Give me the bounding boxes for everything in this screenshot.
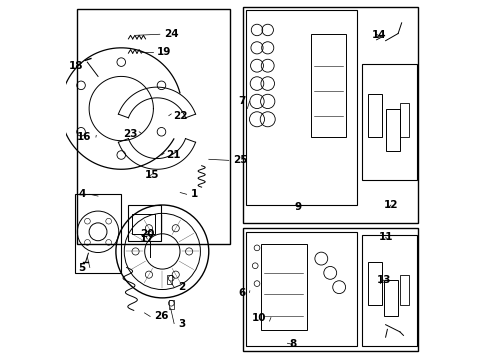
Bar	[399, 275, 408, 305]
Text: 17: 17	[140, 234, 154, 244]
Text: 13: 13	[376, 275, 390, 285]
Bar	[260, 244, 306, 330]
Text: 18: 18	[69, 61, 83, 71]
Bar	[383, 280, 397, 316]
Text: 7: 7	[237, 96, 244, 107]
Bar	[385, 109, 399, 152]
Text: 16: 16	[77, 132, 91, 142]
Text: 23: 23	[122, 129, 137, 139]
Text: 11: 11	[378, 232, 392, 242]
Bar	[169, 300, 174, 309]
Text: 3: 3	[178, 319, 185, 329]
Bar	[362, 235, 416, 346]
Bar	[367, 262, 381, 305]
Bar	[77, 9, 230, 244]
Bar	[246, 10, 356, 205]
Text: 1: 1	[190, 189, 198, 199]
Text: 26: 26	[154, 311, 169, 321]
Text: 14: 14	[371, 30, 386, 40]
Text: 21: 21	[165, 150, 180, 160]
Text: 4: 4	[78, 189, 85, 199]
Bar	[75, 194, 121, 273]
Text: 9: 9	[294, 202, 301, 212]
Text: 15: 15	[144, 170, 159, 180]
Bar	[166, 275, 171, 284]
Bar	[399, 103, 408, 137]
Text: 8: 8	[288, 339, 296, 349]
Text: 10: 10	[252, 312, 266, 323]
Bar	[242, 228, 417, 351]
Bar	[362, 64, 416, 180]
Bar	[310, 33, 346, 137]
Text: 5: 5	[78, 262, 85, 273]
Bar	[246, 232, 356, 346]
Bar	[367, 94, 381, 137]
Bar	[242, 7, 417, 223]
Text: 24: 24	[164, 29, 179, 39]
Text: 19: 19	[157, 47, 171, 57]
Bar	[128, 205, 160, 241]
Text: 25: 25	[233, 156, 247, 165]
Text: 22: 22	[173, 111, 187, 121]
Text: 20: 20	[140, 229, 154, 239]
Text: 12: 12	[383, 200, 397, 210]
Text: 2: 2	[178, 282, 185, 292]
Bar	[132, 214, 155, 234]
Text: 6: 6	[238, 288, 244, 297]
